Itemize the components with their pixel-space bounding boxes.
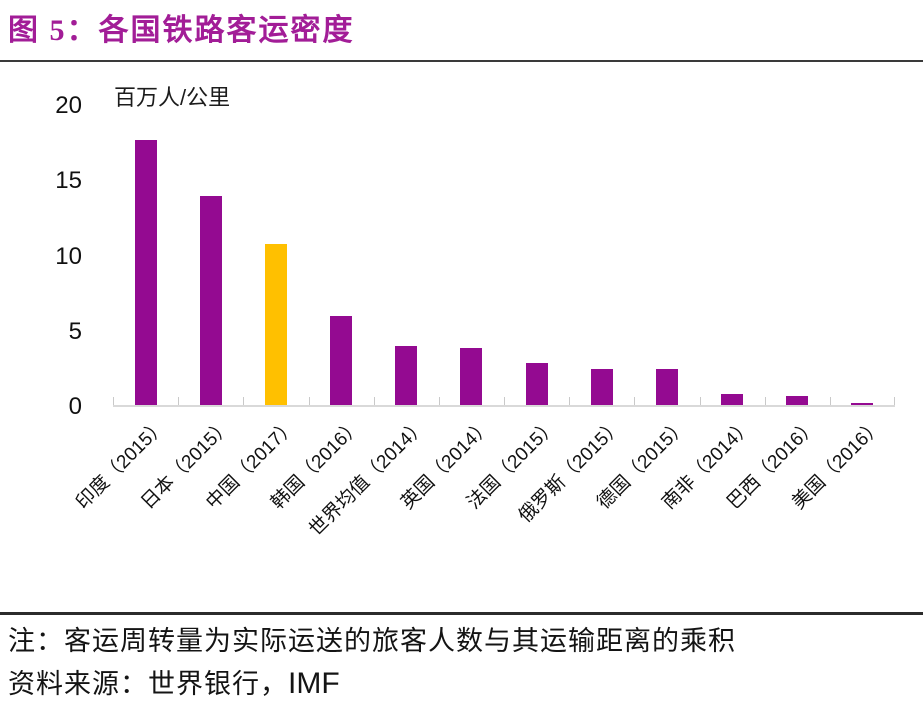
axis-tick [700,397,701,405]
y-tick-label-0: 0 [68,393,82,420]
footer-rule [0,612,923,615]
y-tick-label-10: 10 [55,242,82,270]
bar-7 [590,368,613,405]
figure-footer: 注：客运周转量为实际运送的旅客人数与其运输距离的乘积 资料来源：世界银行，IMF [0,620,923,706]
axis-tick [178,397,179,405]
bar-11 [851,403,874,405]
bar-1 [199,195,222,405]
chart-note: 注：客运周转量为实际运送的旅客人数与其运输距离的乘积 [8,626,736,656]
figure-title: 图 5：各国铁路客运密度 [8,14,355,47]
axis-tick [439,397,440,405]
axis-tick [830,397,831,405]
bar-9 [721,394,744,405]
axis-tick [243,397,244,405]
bar-0 [134,140,157,405]
axis-tick [504,397,505,405]
y-tick-label-20: 20 [55,92,82,119]
y-tick-label-15: 15 [55,167,82,195]
chart-plot [113,106,895,407]
y-tick-label-5: 5 [68,317,82,345]
figure-header: 图 5：各国铁路客运密度 [0,0,923,54]
axis-tick [569,397,570,405]
axis-tick [765,397,766,405]
bar-10 [786,395,809,405]
bar-5 [460,347,483,405]
axis-tick [374,397,375,405]
axis-tick [894,397,895,405]
source-line: 资料来源：世界银行，IMF [0,662,923,706]
bar-3 [330,316,353,405]
source-org: IMF [288,667,340,700]
bar-8 [655,368,678,405]
axis-tick [309,397,310,405]
bar-2 [264,243,287,405]
axis-tick [634,397,635,405]
header-rule [0,60,923,62]
bar-4 [395,346,418,405]
bar-chart: 百万人/公里 0 5 10 15 20 印度（2015） 日本（2015） 中国（2017）… [0,63,923,613]
source-label: 资料来源：世界银行， [8,669,288,699]
axis-tick [113,397,114,405]
y-axis-unit-label: 百万人/公里 [114,85,231,110]
bar-6 [525,362,548,405]
